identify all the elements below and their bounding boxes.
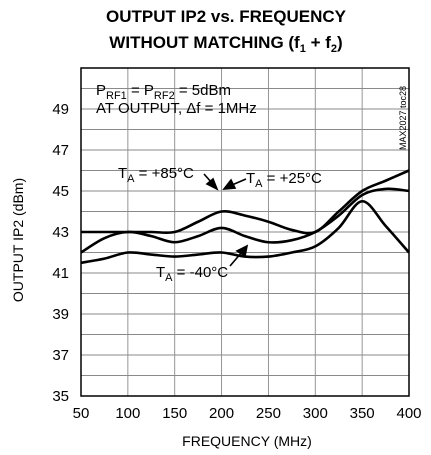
series-label-minus40c: TA = -40°C <box>156 264 228 284</box>
y-tick-label: 43 <box>52 224 69 241</box>
condition-line2: AT OUTPUT, Δf = 1MHz <box>96 100 257 117</box>
x-tick-label: 300 <box>303 405 328 422</box>
chart-title-line2: WITHOUT MATCHING (f1 + f2) <box>109 33 342 55</box>
y-tick-label: 49 <box>52 101 69 118</box>
y-axis-label: OUTPUT IP2 (dBm) <box>10 178 26 302</box>
arrowhead-25c <box>222 178 237 190</box>
leader-minus40c <box>229 251 243 267</box>
condition-line1: PRF1 = PRF2 = 5dBm <box>96 82 231 102</box>
x-tick-label: 400 <box>396 405 421 422</box>
y-tick-label: 45 <box>52 183 69 200</box>
x-tick-label: 350 <box>350 405 375 422</box>
tick-labels: 50 100 150 200 250 300 350 400 35 37 39 41 43 45 47 49 <box>52 101 421 422</box>
y-tick-label: 41 <box>52 265 69 282</box>
chart-title-line1: OUTPUT IP2 vs. FREQUENCY <box>106 7 347 26</box>
figure-code: MAX2027 toc28 <box>398 86 408 150</box>
x-tick-label: 50 <box>73 405 90 422</box>
leader-25c <box>231 178 247 186</box>
x-tick-label: 250 <box>256 405 281 422</box>
arrowhead-85c <box>205 177 219 191</box>
y-tick-label: 37 <box>52 347 69 364</box>
x-tick-label: 100 <box>115 405 140 422</box>
leader-arrows <box>203 173 249 267</box>
series-label-25c: TA = +25°C <box>246 170 322 190</box>
series-line-25c <box>80 187 410 254</box>
y-tick-label: 35 <box>52 388 69 405</box>
x-tick-label: 200 <box>209 405 234 422</box>
x-tick-label: 150 <box>162 405 187 422</box>
y-tick-label: 47 <box>52 142 69 159</box>
arrowhead-minus40c <box>235 244 249 258</box>
y-tick-label: 39 <box>52 306 69 323</box>
x-axis-label: FREQUENCY (MHz) <box>182 433 312 449</box>
series-label-85c: TA = +85°C <box>118 165 194 185</box>
